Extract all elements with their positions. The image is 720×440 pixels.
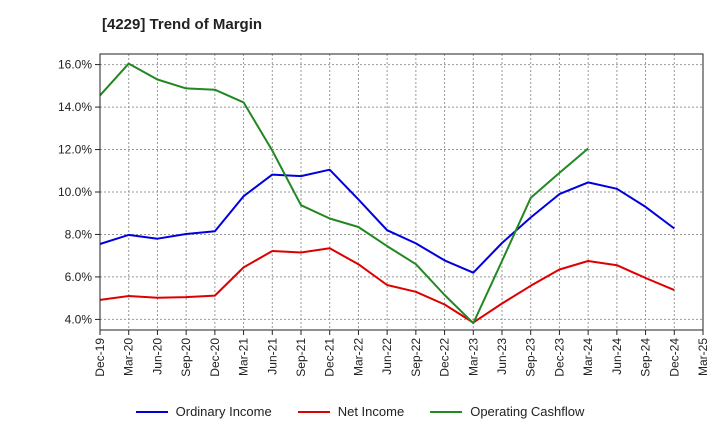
x-tick-label: Jun-22 (380, 338, 394, 375)
axis-layer: Dec-19 Mar-20 Jun-20 Sep-20 Dec-20 Mar-21 Jun-… (58, 58, 710, 377)
x-tick-label: Mar-23 (466, 338, 480, 376)
legend-item-ordinary-income: Ordinary Income (135, 404, 272, 419)
y-tick-label: 6.0% (65, 270, 93, 284)
chart-title: [4229] Trend of Margin (102, 16, 263, 33)
legend-item-net-income: Net Income (297, 404, 405, 419)
y-tick-label: 8.0% (65, 227, 93, 241)
x-tick-label: Sep-21 (294, 338, 308, 377)
legend-label-ordinary-income: Ordinary Income (175, 404, 272, 419)
x-tick-label: Jun-21 (265, 338, 279, 375)
x-tick-label: Dec-21 (323, 338, 337, 377)
legend-swatch-ordinary-income (135, 410, 168, 413)
x-tick-label: Mar-24 (581, 338, 595, 376)
legend: Ordinary Income Net Income Operating Cas… (0, 404, 720, 419)
y-tick-label: 16.0% (58, 58, 92, 72)
legend-swatch-operating-cashflow (430, 410, 463, 413)
legend-label-operating-cashflow: Operating Cashflow (470, 404, 585, 419)
x-tick-label: Sep-22 (409, 338, 423, 377)
legend-swatch-net-income (297, 410, 330, 413)
x-tick-label: Dec-22 (438, 338, 452, 377)
grid-layer (100, 54, 703, 330)
x-tick-label: Sep-23 (524, 338, 538, 377)
y-tick-label: 12.0% (58, 143, 92, 157)
series-line-operating-cashflow (99, 62, 589, 325)
y-tick-label: 10.0% (58, 185, 92, 199)
x-tick-label: Mar-25 (696, 338, 710, 376)
x-tick-label: Sep-20 (179, 338, 193, 377)
x-tick-label: Jun-20 (150, 338, 164, 375)
x-tick-label: Jun-23 (495, 338, 509, 375)
x-tick-label: Mar-20 (122, 338, 136, 376)
x-tick-label: Dec-20 (208, 338, 222, 377)
x-tick-label: Dec-23 (552, 338, 566, 377)
x-tick-label: Mar-22 (351, 338, 365, 376)
y-tick-label: 14.0% (58, 100, 92, 114)
legend-label-net-income: Net Income (337, 404, 405, 419)
y-tick-label: 4.0% (65, 312, 93, 326)
x-tick-label: Jun-24 (610, 338, 624, 375)
line-chart: Dec-19 Mar-20 Jun-20 Sep-20 Dec-20 Mar-21 Jun-… (58, 53, 710, 377)
x-tick-label: Dec-24 (667, 338, 681, 377)
series-line-net-income (99, 247, 675, 324)
series-line-ordinary-income (99, 168, 675, 274)
x-tick-label: Dec-19 (93, 338, 107, 377)
x-tick-label: Mar-21 (237, 338, 251, 376)
legend-item-operating-cashflow: Operating Cashflow (430, 404, 584, 419)
series-layer (99, 62, 675, 325)
x-tick-label: Sep-24 (639, 338, 653, 377)
